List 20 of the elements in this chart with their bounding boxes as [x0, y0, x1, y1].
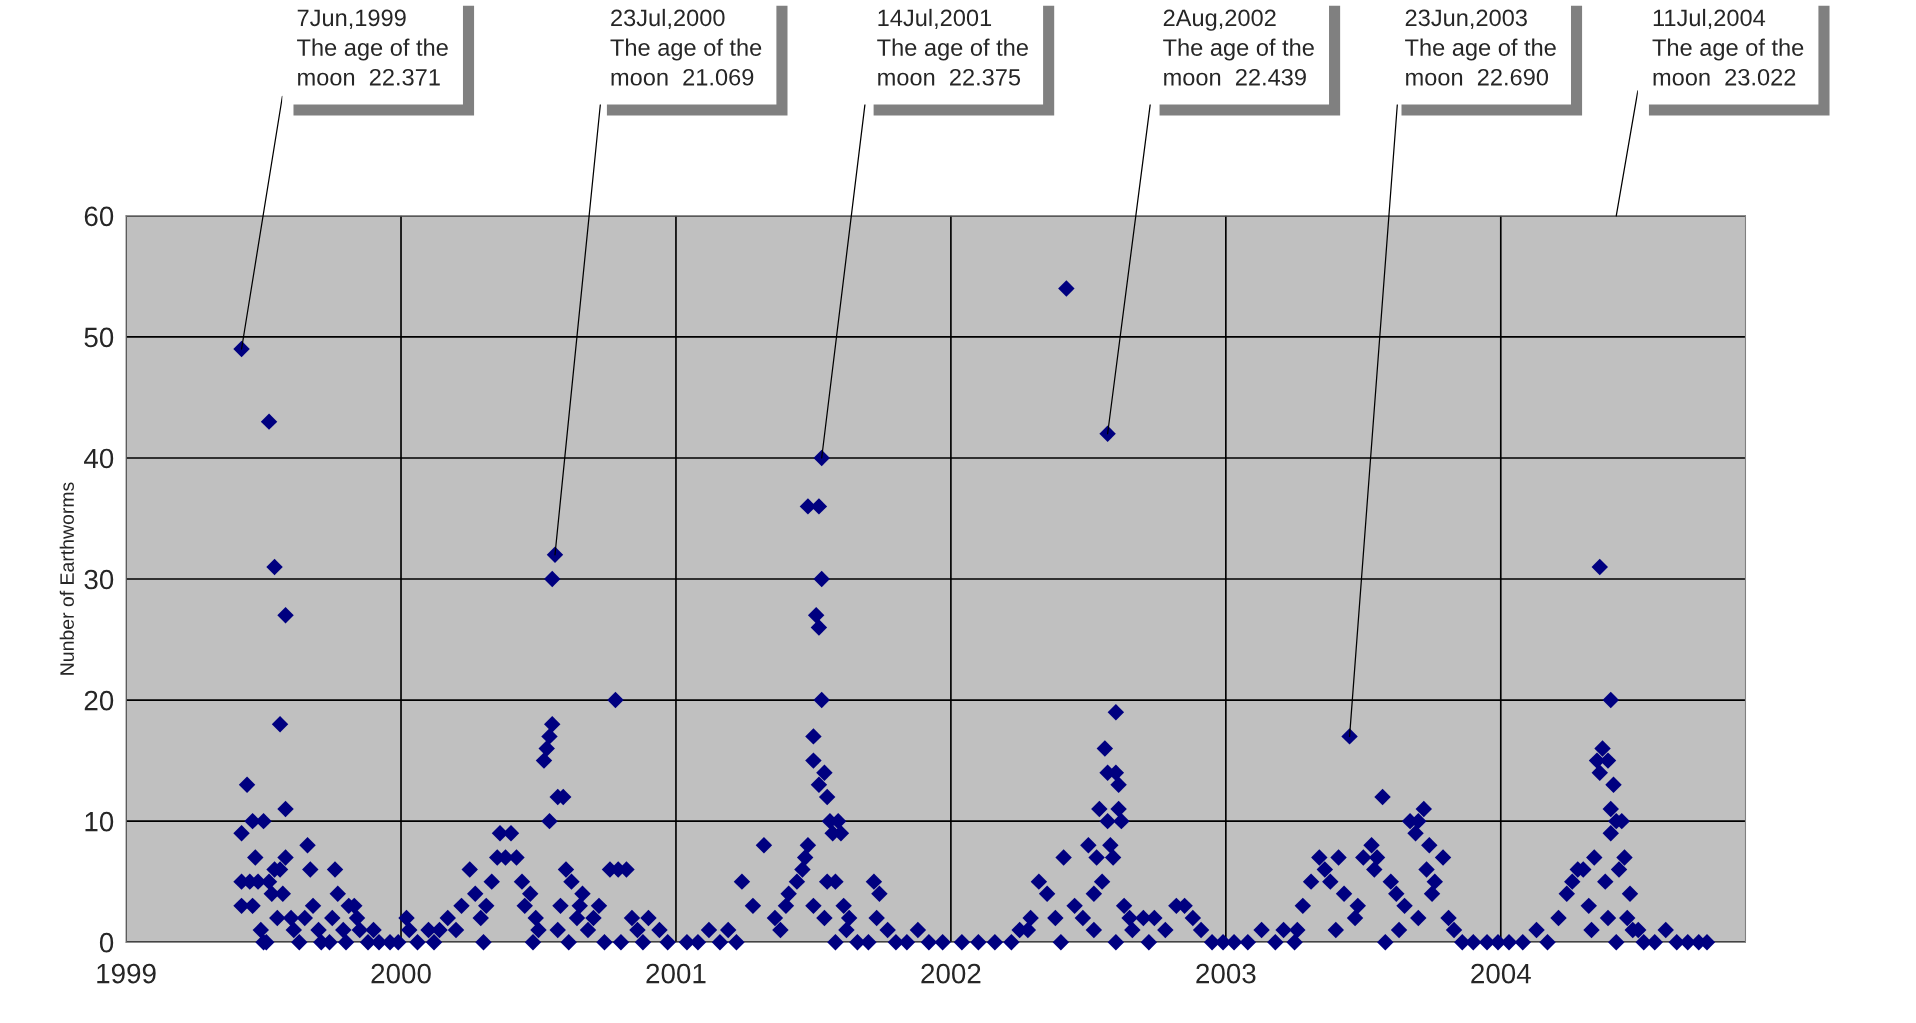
x-tick-label: 2001 [646, 963, 706, 984]
annotation: 2Aug,2002 The age of the moon 22.439 [1163, 9, 1314, 86]
y-tick-label: 10 [85, 811, 114, 832]
x-tick-label: 2000 [371, 963, 431, 984]
x-tick-label: 2003 [1196, 963, 1256, 984]
y-tick-label: 60 [84, 206, 114, 227]
annotation: 14Jul,2001 The age of the moon 22.375 [877, 8, 1028, 86]
y-tick-label: 30 [84, 569, 114, 590]
y-axis-title: Nunber of Earthworms [59, 482, 74, 675]
text: 11Jul,2004 The age of the moon 23.022 [1652, 8, 1804, 86]
x-tick-label: 1999 [97, 963, 156, 984]
annotation: 7Jun,1999 The age of the moon 22.371 [297, 9, 448, 86]
y-tick-label: 40 [84, 448, 114, 469]
y-tick-label: 50 [84, 327, 114, 348]
x-tick-label: 2004 [1471, 963, 1531, 984]
annotation: 23Jun,2003 The age of the moon 22.690 [1405, 9, 1556, 86]
annotation: 23Jul,2000 The age of the moon 21.069 [610, 8, 762, 86]
x-tick-label: 2002 [921, 963, 981, 984]
y-tick-label: 20 [84, 690, 114, 711]
y-tick-label: 0 [99, 932, 114, 953]
